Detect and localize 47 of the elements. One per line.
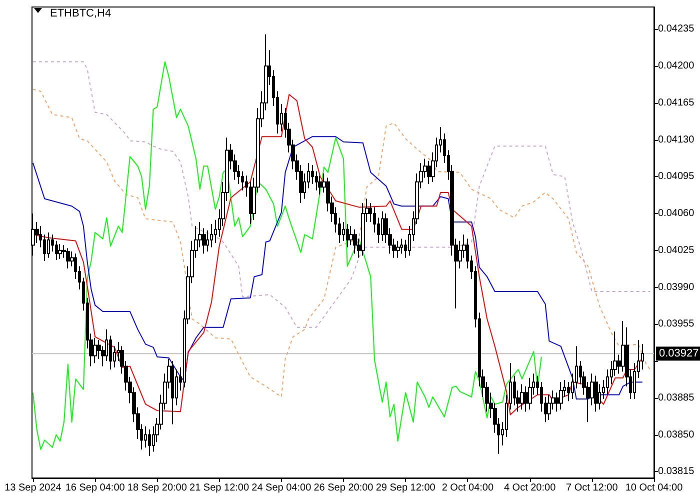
y-tick-label: 0.04200 xyxy=(658,60,695,72)
y-tick-label: 0.03815 xyxy=(658,466,695,478)
candlestick xyxy=(396,240,400,258)
x-tick-label: 24 Sep 04:00 xyxy=(252,482,312,494)
candlestick xyxy=(318,175,322,196)
x-tick-label: 2 Oct 04:00 xyxy=(442,482,494,494)
candlestick xyxy=(93,337,97,364)
y-tick-label: 0.04235 xyxy=(658,24,695,35)
candlestick xyxy=(171,360,174,425)
x-tick-label: 18 Sep 20:00 xyxy=(127,482,188,494)
candlestick xyxy=(528,377,532,410)
line-series xyxy=(32,61,651,328)
candlestick xyxy=(547,394,551,421)
candlestick xyxy=(58,244,62,260)
candlestick xyxy=(520,384,524,410)
y-tick-label: 0.03955 xyxy=(658,318,695,330)
candlestick xyxy=(594,375,598,412)
line-series xyxy=(32,61,542,450)
y-tick-label: 0.04025 xyxy=(658,244,695,256)
candlestick xyxy=(47,232,50,258)
y-tick-label: 0.04095 xyxy=(658,171,695,182)
ref-line-label: 0.03927 xyxy=(659,348,699,360)
candlestick xyxy=(559,382,563,410)
x-tick-label: 21 Sep 12:00 xyxy=(190,482,250,494)
x-tick-label: 16 Sep 04:00 xyxy=(65,482,126,494)
line-series xyxy=(32,136,643,400)
y-tick-label: 0.04130 xyxy=(658,134,695,146)
x-tick-label: 26 Sep 20:00 xyxy=(314,482,374,494)
x-tick-label: 7 Oct 12:00 xyxy=(566,482,618,494)
y-tick-label: 0.04165 xyxy=(658,97,695,108)
x-tick-label: 29 Sep 12:00 xyxy=(376,482,436,494)
candlestick xyxy=(210,224,213,248)
y-tick-label: 0.03850 xyxy=(658,429,695,440)
candlestick xyxy=(381,210,384,242)
chart-title: ETHBTC,H4 xyxy=(50,8,112,20)
candlestick xyxy=(346,224,349,248)
candlestick xyxy=(400,238,403,254)
x-tick-label: 13 Sep 2024 xyxy=(4,482,62,494)
candlestick xyxy=(361,202,365,256)
candlestick xyxy=(66,248,70,269)
y-tick-label: 0.04060 xyxy=(658,208,695,220)
candlestick xyxy=(148,429,151,456)
y-tick-label: 0.03990 xyxy=(658,282,695,293)
x-tick-label: 10 Oct 04:00 xyxy=(625,482,684,494)
x-tick-label: 4 Oct 20:00 xyxy=(504,482,556,494)
candlestick xyxy=(353,228,357,254)
y-tick-label: 0.03885 xyxy=(658,392,695,404)
